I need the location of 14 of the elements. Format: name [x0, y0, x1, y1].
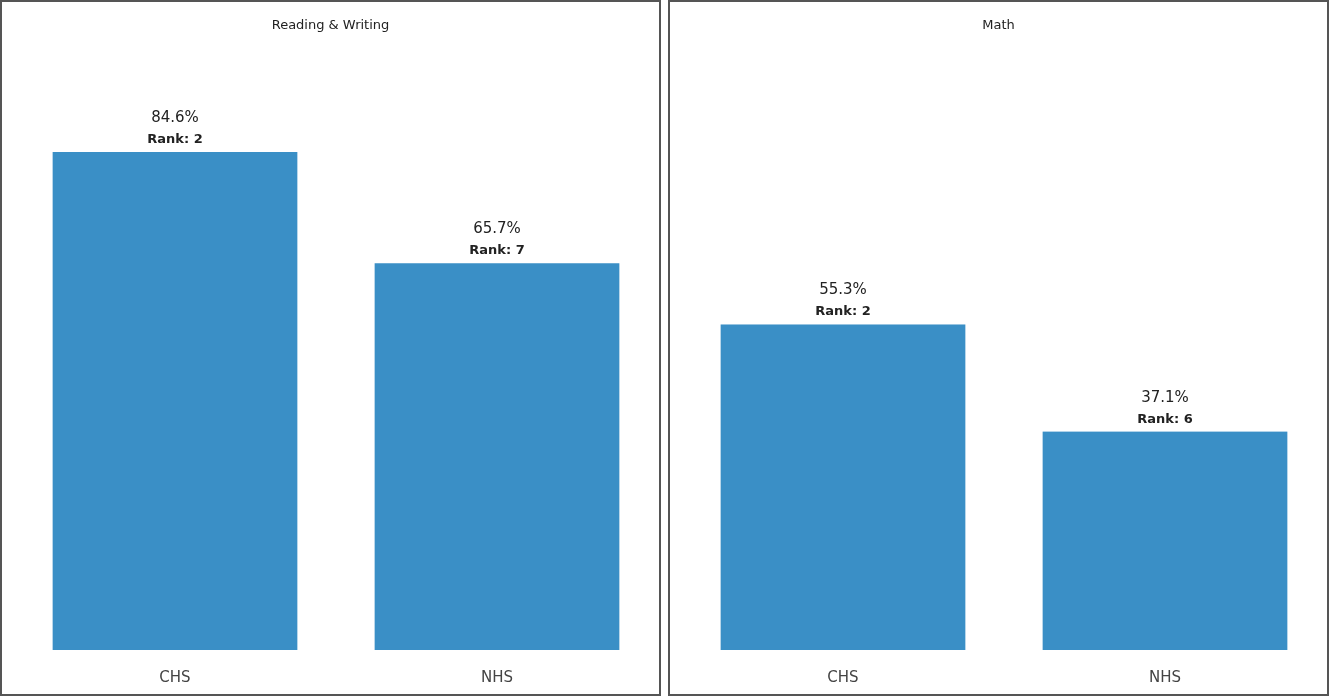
x-tick-label: NHS [480, 668, 514, 686]
data-label: 65.7% [473, 219, 521, 238]
x-tick-label: CHS [827, 668, 859, 686]
annotation: Rank: 6 [1137, 410, 1193, 426]
annotation: Rank: 7 [469, 242, 525, 258]
chart-title: Reading & Writing [271, 17, 390, 32]
data-label: 37.1% [1141, 387, 1189, 406]
x-tick-label: NHS [1148, 668, 1182, 686]
data-label: 55.3% [819, 280, 867, 299]
data-label: 84.6% [151, 108, 199, 126]
annotation: Rank: 2 [815, 303, 871, 319]
annotation: Rank: 2 [147, 131, 203, 146]
chart-title: Math [982, 17, 1015, 32]
x-tick-label: CHS [159, 668, 191, 686]
